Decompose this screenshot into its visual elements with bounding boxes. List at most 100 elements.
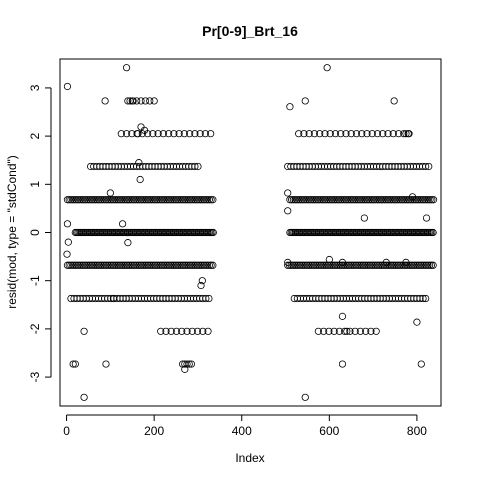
y-axis-label: resid(mod, type = "stdCond") xyxy=(5,155,19,309)
data-point xyxy=(355,261,364,269)
data-point xyxy=(363,196,371,204)
data-point xyxy=(187,360,195,368)
data-point xyxy=(134,130,142,138)
data-point xyxy=(413,261,421,269)
data-point xyxy=(77,196,86,204)
data-point xyxy=(102,360,110,368)
data-point xyxy=(67,196,75,204)
data-point xyxy=(177,196,185,204)
data-point xyxy=(196,261,205,269)
data-point xyxy=(298,261,306,269)
data-point xyxy=(313,261,322,269)
data-point xyxy=(367,327,375,335)
y-tick-label: -2 xyxy=(28,323,42,334)
data-point xyxy=(371,261,379,269)
data-point xyxy=(189,196,198,204)
data-point xyxy=(303,196,312,204)
data-point xyxy=(422,162,430,171)
data-point xyxy=(191,162,199,171)
data-point xyxy=(335,327,343,335)
data-point xyxy=(146,261,154,269)
data-point xyxy=(63,250,71,258)
data-point xyxy=(91,196,100,204)
data-point xyxy=(424,261,432,269)
data-point xyxy=(331,196,340,204)
data-point xyxy=(320,261,329,269)
data-point xyxy=(310,130,319,138)
data-point xyxy=(377,196,385,204)
data-point xyxy=(137,123,145,131)
y-tick-label: -1 xyxy=(28,275,42,286)
data-point xyxy=(310,261,318,269)
data-point xyxy=(182,261,191,269)
data-point xyxy=(69,261,77,269)
data-point xyxy=(326,196,334,204)
data-point xyxy=(76,261,84,269)
data-point xyxy=(84,261,93,269)
data-point xyxy=(72,196,80,204)
data-point xyxy=(63,220,72,228)
y-tick-label: 0 xyxy=(28,229,42,236)
data-point xyxy=(417,196,425,204)
data-point xyxy=(335,196,343,204)
data-point xyxy=(342,196,350,204)
data-point xyxy=(323,196,331,204)
data-point xyxy=(86,261,94,269)
data-point xyxy=(130,261,138,269)
x-tick-label: 0 xyxy=(63,424,70,438)
data-point xyxy=(178,327,186,335)
data-point xyxy=(180,130,188,138)
y-tick-label: 1 xyxy=(28,181,42,188)
data-point xyxy=(139,196,147,204)
data-point xyxy=(95,261,103,269)
data-point xyxy=(88,261,96,269)
data-point xyxy=(193,327,202,335)
data-point xyxy=(126,261,135,269)
data-point xyxy=(112,196,121,204)
data-point xyxy=(352,130,361,138)
data-point xyxy=(382,196,390,204)
data-point xyxy=(373,261,381,269)
data-point xyxy=(331,261,339,269)
data-point xyxy=(350,261,358,269)
data-point xyxy=(394,261,402,269)
data-point xyxy=(136,175,144,184)
data-point xyxy=(349,196,357,204)
data-point xyxy=(144,196,152,204)
data-point xyxy=(177,261,185,269)
data-point xyxy=(429,196,438,204)
data-point xyxy=(137,97,145,105)
data-point xyxy=(119,261,128,269)
data-point xyxy=(301,261,309,269)
data-point xyxy=(123,261,131,269)
data-point xyxy=(373,130,382,138)
data-point xyxy=(65,261,73,269)
data-point xyxy=(168,196,177,204)
data-point xyxy=(382,258,390,266)
data-point xyxy=(393,196,401,204)
data-point xyxy=(154,130,162,138)
data-point xyxy=(321,130,329,138)
data-point xyxy=(207,261,215,269)
data-point xyxy=(172,261,180,269)
data-point xyxy=(186,196,194,204)
data-point xyxy=(63,82,72,91)
data-point xyxy=(77,261,86,269)
data-point xyxy=(102,196,110,204)
data-point xyxy=(147,196,156,204)
data-point xyxy=(156,261,164,269)
data-point xyxy=(150,97,158,105)
data-point xyxy=(316,196,324,204)
data-point xyxy=(81,196,89,204)
data-point xyxy=(157,327,165,335)
data-point xyxy=(116,196,124,204)
data-point xyxy=(146,196,154,204)
data-point xyxy=(426,196,434,204)
data-point xyxy=(330,327,338,335)
data-point xyxy=(101,97,109,105)
data-point xyxy=(366,261,374,269)
data-point xyxy=(90,261,98,269)
data-point xyxy=(302,196,310,204)
data-point xyxy=(309,196,317,204)
data-point xyxy=(352,261,360,269)
